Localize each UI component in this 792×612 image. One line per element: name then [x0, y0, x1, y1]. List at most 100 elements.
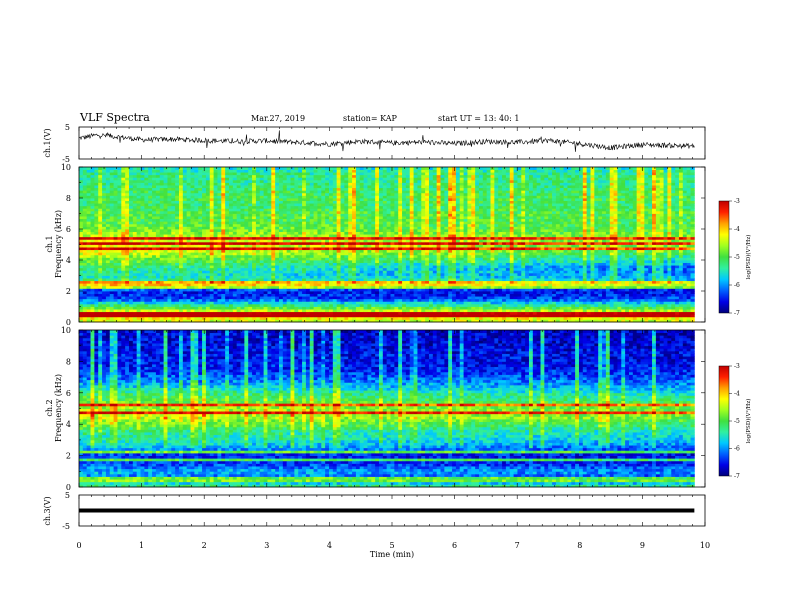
- ch1-spectrogram-cell: [248, 172, 253, 176]
- ch1-spectrogram-cell: [232, 309, 238, 313]
- ch1-spectrogram-cell: [102, 296, 107, 300]
- ch1-spectrogram-cell: [98, 182, 103, 186]
- ch1-spectrogram-cell: [94, 285, 99, 289]
- ch1-spectrogram-cell: [86, 177, 91, 181]
- ch1-spectrogram-cell: [213, 229, 218, 232]
- ch1-spectrogram-cell: [140, 254, 145, 258]
- ch1-spectrogram-cell: [252, 239, 257, 243]
- ch1-spectrogram-cell: [290, 210, 295, 214]
- ch1-spectrogram-cell: [159, 241, 165, 245]
- ch1-spectrogram-cell: [328, 267, 334, 271]
- ch1-spectrogram-cell: [378, 275, 384, 279]
- ch1-spectrogram-cell: [240, 285, 245, 289]
- ch1-spectrogram-cell: [182, 231, 188, 235]
- ch1-spectrogram-cell: [225, 303, 230, 307]
- ch1-spectrogram-cell: [275, 288, 280, 292]
- ch1-spectrogram-cell: [390, 285, 395, 289]
- ch1-spectrogram-cell: [98, 309, 103, 313]
- ch1-spectrogram-cell: [298, 278, 303, 282]
- ch1-spectrogram-cell: [125, 185, 130, 189]
- ch1-spectrogram-cell: [340, 270, 345, 274]
- ch1-spectrogram-cell: [175, 177, 180, 181]
- ch1-spectrogram-cell: [152, 226, 157, 230]
- ch1-spectrogram-cell: [352, 311, 357, 315]
- ch1-spectrogram-cell: [117, 291, 122, 294]
- ch1-spectrogram-cell: [105, 283, 111, 287]
- ch1-spectrogram-cell: [267, 301, 272, 305]
- ch1-spectrogram-cell: [340, 210, 345, 214]
- ch1-spectrogram-cell: [194, 298, 199, 302]
- ch1-spectrogram-cell: [309, 234, 315, 238]
- ch1-spectrogram-cell: [263, 239, 268, 243]
- ch1-spectrogram-cell: [86, 301, 91, 305]
- ch1-spectrogram-cell: [109, 301, 115, 305]
- ch1-spectrogram-cell: [155, 267, 161, 271]
- ch1-spectrogram-cell: [202, 301, 207, 305]
- ch1-spectrogram-cell: [152, 260, 157, 263]
- ch1-spectrogram-cell: [313, 167, 318, 170]
- ch1-spectrogram-cell: [132, 280, 138, 284]
- ch1-spectrogram-cell: [125, 169, 130, 173]
- ch1-spectrogram-cell: [275, 316, 280, 320]
- ch1-spectrogram-cell: [98, 231, 103, 235]
- ch1-spectrogram-cell: [182, 198, 188, 201]
- ch1-spectrogram-cell: [328, 208, 334, 212]
- ch1-spectrogram-cell: [163, 298, 168, 302]
- ch1-spectrogram-cell: [244, 216, 249, 220]
- ch1-spectrogram-cell: [186, 249, 191, 253]
- ch1-spectrogram-cell: [117, 247, 122, 251]
- ch1-spectrogram-cell: [167, 177, 172, 181]
- ch1-spectrogram-cell: [90, 296, 95, 300]
- ch1-spectrogram-cell: [179, 247, 184, 251]
- ch1-spectrogram-cell: [305, 280, 311, 284]
- ch1-spectrogram-cell: [321, 311, 326, 315]
- ch1-spectrogram-cell: [140, 229, 145, 232]
- ch1-spectrogram-cell: [290, 195, 295, 199]
- ch1-spectrogram-cell: [282, 278, 288, 282]
- ch1-spectrogram-cell: [378, 291, 384, 294]
- ch1-spectrogram-cell: [225, 247, 230, 251]
- ch1-spectrogram-cell: [290, 249, 295, 253]
- ch1-spectrogram-cell: [382, 216, 388, 220]
- ch1-spectrogram-cell: [344, 182, 349, 186]
- ch1-spectrogram-cell: [152, 306, 157, 310]
- ch1-spectrogram-cell: [348, 309, 353, 313]
- ch1-spectrogram-cell: [140, 198, 145, 201]
- ch1-spectrogram-cell: [302, 179, 307, 183]
- ch1-spectrogram-cell: [232, 262, 238, 266]
- ch1-spectrogram-cell: [359, 285, 365, 289]
- ch1-spectrogram-cell: [332, 272, 338, 276]
- ch1-spectrogram-cell: [332, 190, 338, 194]
- ch1-spectrogram-cell: [217, 177, 222, 181]
- ch1-spectrogram-cell: [90, 316, 95, 320]
- ch1-spectrogram-cell: [248, 303, 253, 307]
- ch1-spectrogram-cell: [109, 303, 115, 307]
- ch1-spectrogram-cell: [140, 223, 145, 227]
- ch1-spectrogram-cell: [321, 309, 326, 313]
- ch1-spectrogram-cell: [163, 244, 168, 248]
- ch1-spectrogram-cell: [129, 187, 134, 191]
- ch1-spectrogram-cell: [294, 319, 299, 323]
- ch1-spectrogram-cell: [136, 275, 141, 279]
- ch1-spectrogram-cell: [263, 192, 268, 196]
- ch1-spectrogram-cell: [217, 231, 222, 235]
- ch1-spectrogram-cell: [259, 262, 265, 266]
- ch1-spectrogram-cell: [390, 262, 395, 266]
- ch1-spectrogram-cell: [102, 192, 107, 196]
- ch1-spectrogram-cell: [332, 252, 338, 256]
- ch1-spectrogram-cell: [152, 182, 157, 186]
- ch1-spectrogram-cell: [213, 234, 218, 238]
- ch1-spectrogram-cell: [125, 213, 130, 217]
- ch1-spectrogram-cell: [144, 249, 149, 253]
- ch1-spectrogram-cell: [121, 216, 126, 220]
- ch1-spectrogram-cell: [140, 275, 145, 279]
- ch1-spectrogram-cell: [171, 174, 176, 178]
- ch1-spectrogram-cell: [275, 190, 280, 194]
- ch1-spectrogram-cell: [363, 254, 368, 258]
- ch1-spectrogram-cell: [90, 319, 95, 323]
- ch1-spectrogram-cell: [244, 234, 249, 238]
- ch1-spectrogram-cell: [340, 283, 345, 287]
- ch1-spectrogram-cell: [309, 187, 315, 191]
- ch1-spectrogram-cell: [213, 223, 218, 227]
- ch1-spectrogram-cell: [125, 314, 130, 318]
